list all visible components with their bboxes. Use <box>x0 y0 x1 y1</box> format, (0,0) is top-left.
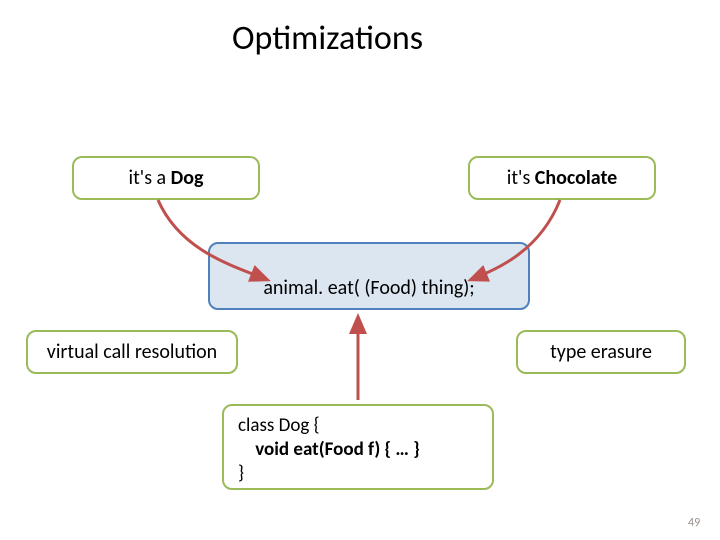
box-chocolate-label: it's Chocolate <box>507 166 618 190</box>
box-vcall: virtual call resolution <box>26 330 238 374</box>
box-chocolate: it's Chocolate <box>468 156 656 200</box>
slide-number: 49 <box>688 516 700 530</box>
box-dog-label: it's a Dog <box>129 166 204 190</box>
box-vcall-label: virtual call resolution <box>47 340 217 364</box>
box-terase: type erasure <box>516 330 686 374</box>
box-dog: it's a Dog <box>72 156 260 200</box>
box-center-label: animal. eat( (Food) thing); <box>263 276 474 300</box>
page-title: Optimizations <box>232 18 423 59</box>
code-line-2: } <box>238 462 478 486</box>
code-box: class Dog { void eat(Food f) { … } } <box>222 404 494 490</box>
code-line-1: void eat(Food f) { … } <box>238 438 478 462</box>
code-line-0: class Dog { <box>238 414 478 438</box>
box-terase-label: type erasure <box>550 340 652 364</box>
box-center: animal. eat( (Food) thing); <box>208 242 530 310</box>
